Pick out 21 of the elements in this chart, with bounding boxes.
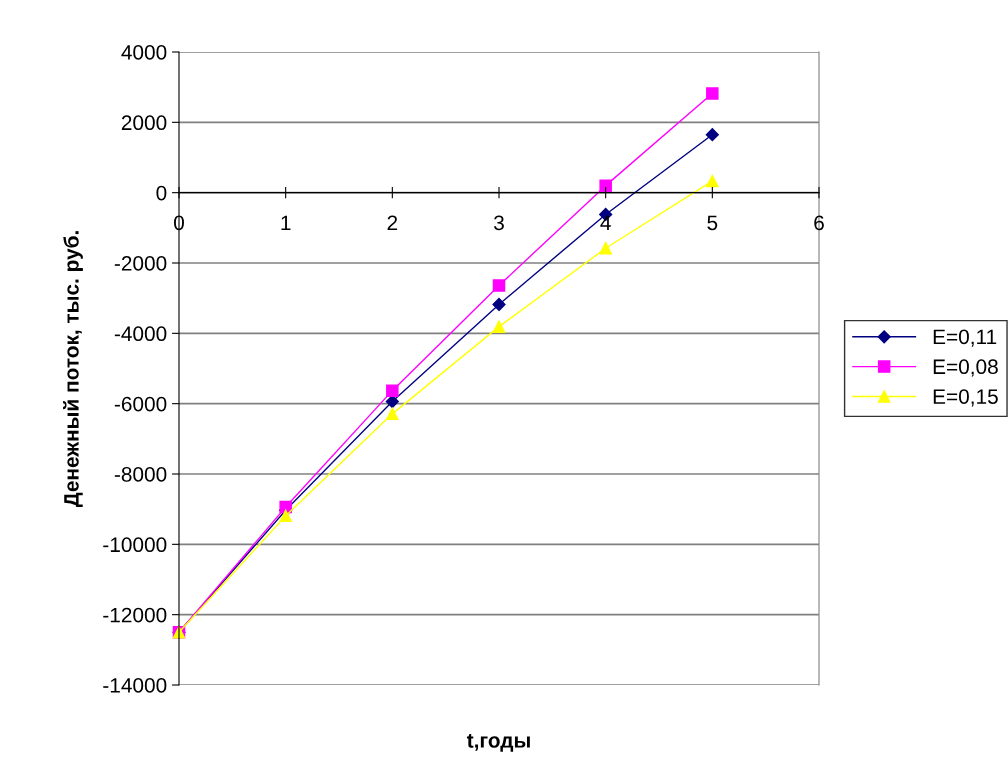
x-tick-label: 3 — [494, 215, 504, 231]
y-tick-label: -10000 — [103, 537, 167, 553]
y-tick-label: 2000 — [121, 115, 167, 131]
y-tick-label: -4000 — [114, 326, 167, 342]
x-tick-label: 6 — [814, 215, 824, 231]
y-tick-label: -12000 — [103, 607, 167, 623]
y-tick-label: 4000 — [121, 45, 167, 60]
x-tick-label: 5 — [707, 215, 718, 231]
y-tick-label: 0 — [156, 185, 167, 201]
y-tick-label: -14000 — [103, 678, 167, 693]
y-tick-label: -6000 — [114, 396, 167, 412]
x-tick-label: 1 — [281, 215, 291, 230]
y-tick-label: -2000 — [114, 256, 167, 271]
y-tick-label: -8000 — [114, 467, 167, 482]
legend-label: E=0,11 — [933, 329, 997, 347]
x-tick-label: 2 — [387, 215, 398, 230]
x-tick-label: 4 — [600, 215, 611, 230]
x-axis-title: t,годы — [466, 733, 530, 752]
y-axis-title: Денежный поток, тыс. руб. — [63, 231, 83, 508]
legend-label: E=0,08 — [933, 359, 998, 377]
legend-label: E=0,15 — [933, 389, 998, 407]
